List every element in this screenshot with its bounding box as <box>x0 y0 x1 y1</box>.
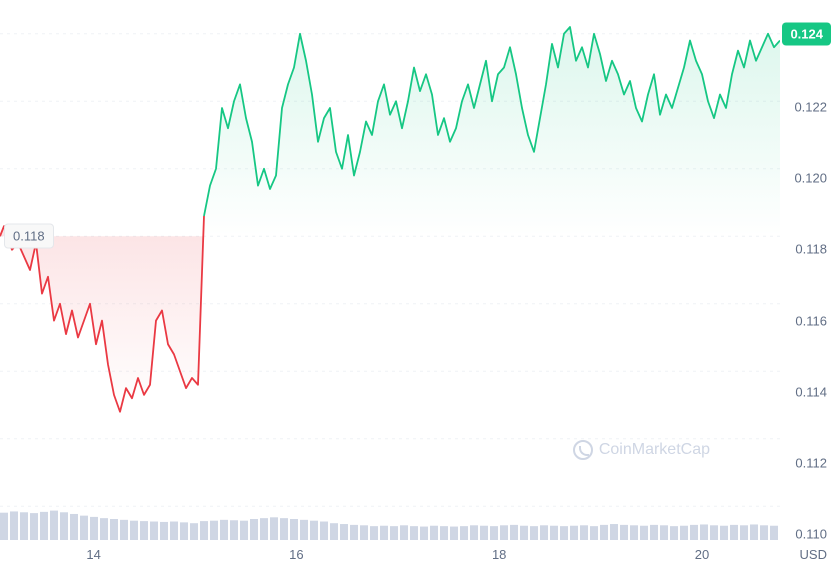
x-tick-label: 16 <box>289 547 303 562</box>
x-tick-label: 18 <box>492 547 506 562</box>
y-tick-label: 0.112 <box>795 456 827 471</box>
x-tick-label: 20 <box>695 547 709 562</box>
y-tick-label: 0.118 <box>795 242 827 257</box>
price-chart: 0.118 CoinMarketCap 0.124 0.1100.1120.11… <box>0 0 835 570</box>
x-axis: 14 16 18 20 <box>0 540 780 570</box>
y-tick-label: 0.114 <box>795 384 827 399</box>
watermark: CoinMarketCap <box>573 440 710 460</box>
y-tick-label: 0.120 <box>794 171 827 186</box>
currency-label: USD <box>800 547 827 562</box>
start-price-value: 0.118 <box>13 229 45 244</box>
plot-area: 0.118 CoinMarketCap <box>0 0 780 540</box>
start-price-badge: 0.118 <box>4 224 54 249</box>
watermark-icon <box>573 440 593 460</box>
watermark-text: CoinMarketCap <box>599 441 710 459</box>
y-axis: 0.110 0.112 0.114 0.116 0.118 0.120 0.122 0.124 <box>780 0 835 570</box>
current-price-value: 0.124 <box>790 26 823 41</box>
y-tick-label: 0.110 <box>795 527 827 542</box>
x-tick-label: 14 <box>86 547 100 562</box>
y-tick-label: 0.116 <box>795 313 827 328</box>
y-tick-label: 0.122 <box>794 99 827 114</box>
current-price-badge: 0.124 <box>782 22 831 45</box>
